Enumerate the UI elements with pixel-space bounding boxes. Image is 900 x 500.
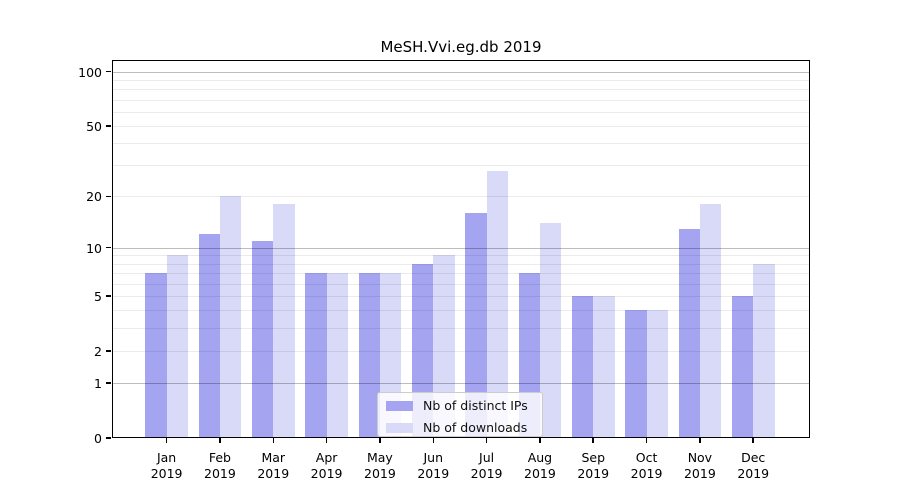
y-tick-5 [106, 295, 111, 297]
x-tick-label-aug: Aug 2019 [524, 450, 556, 481]
x-tick-jan [165, 438, 168, 443]
y-tick-label-2: 2 [94, 343, 102, 359]
legend: Nb of distinct IPs Nb of downloads [377, 392, 543, 437]
y-tick-0 [106, 437, 111, 439]
x-tick-label-jun: Jun 2019 [417, 450, 450, 481]
x-tick-dec [752, 438, 754, 443]
x-tick-jun [432, 438, 434, 443]
legend-label-distinct-ips: Nb of distinct IPs [423, 398, 528, 413]
x-tick-oct [645, 438, 648, 443]
y-tick-label-50: 50 [86, 118, 102, 134]
y-tick-label-1: 1 [94, 375, 102, 391]
x-tick-label-apr: Apr 2019 [310, 450, 343, 481]
y-tick-1 [106, 382, 111, 384]
y-tick-2 [106, 350, 111, 352]
x-tick-aug [539, 438, 541, 443]
y-tick-10 [106, 246, 111, 249]
y-tick-label-5: 5 [94, 288, 102, 304]
x-tick-label-oct: Oct 2019 [630, 450, 663, 481]
y-tick-label-100: 100 [78, 64, 102, 80]
legend-label-downloads: Nb of downloads [423, 420, 528, 435]
x-tick-mar [272, 438, 274, 443]
x-tick-label-sep: Sep 2019 [577, 450, 610, 481]
x-tick-label-jan: Jan 2019 [150, 450, 183, 481]
x-tick-sep [592, 438, 594, 443]
y-tick-label-10: 10 [86, 240, 102, 256]
x-tick-label-jul: Jul 2019 [470, 450, 503, 481]
chart-title: MeSH.Vvi.eg.db 2019 [380, 38, 542, 56]
legend-row-downloads: Nb of downloads [386, 418, 542, 437]
x-tick-nov [699, 438, 701, 443]
y-tick-100 [106, 70, 111, 73]
legend-swatch-distinct-ips [386, 400, 413, 411]
y-tick-label-0: 0 [94, 431, 102, 446]
x-tick-jul [485, 438, 488, 443]
legend-row-distinct-ips: Nb of distinct IPs [386, 396, 542, 415]
y-tick-50 [106, 125, 111, 127]
y-tick-label-20: 20 [86, 189, 102, 205]
x-tick-label-nov: Nov 2019 [683, 450, 716, 481]
x-tick-label-mar: Mar 2019 [257, 450, 290, 481]
x-tick-may [379, 438, 381, 443]
y-tick-20 [106, 195, 111, 198]
legend-swatch-downloads [386, 422, 413, 433]
x-tick-feb [219, 438, 221, 443]
x-tick-label-dec: Dec 2019 [737, 450, 770, 481]
x-tick-label-feb: Feb 2019 [204, 450, 236, 481]
x-tick-apr [325, 438, 328, 443]
x-tick-label-may: May 2019 [364, 450, 396, 481]
plot-border [112, 60, 810, 438]
